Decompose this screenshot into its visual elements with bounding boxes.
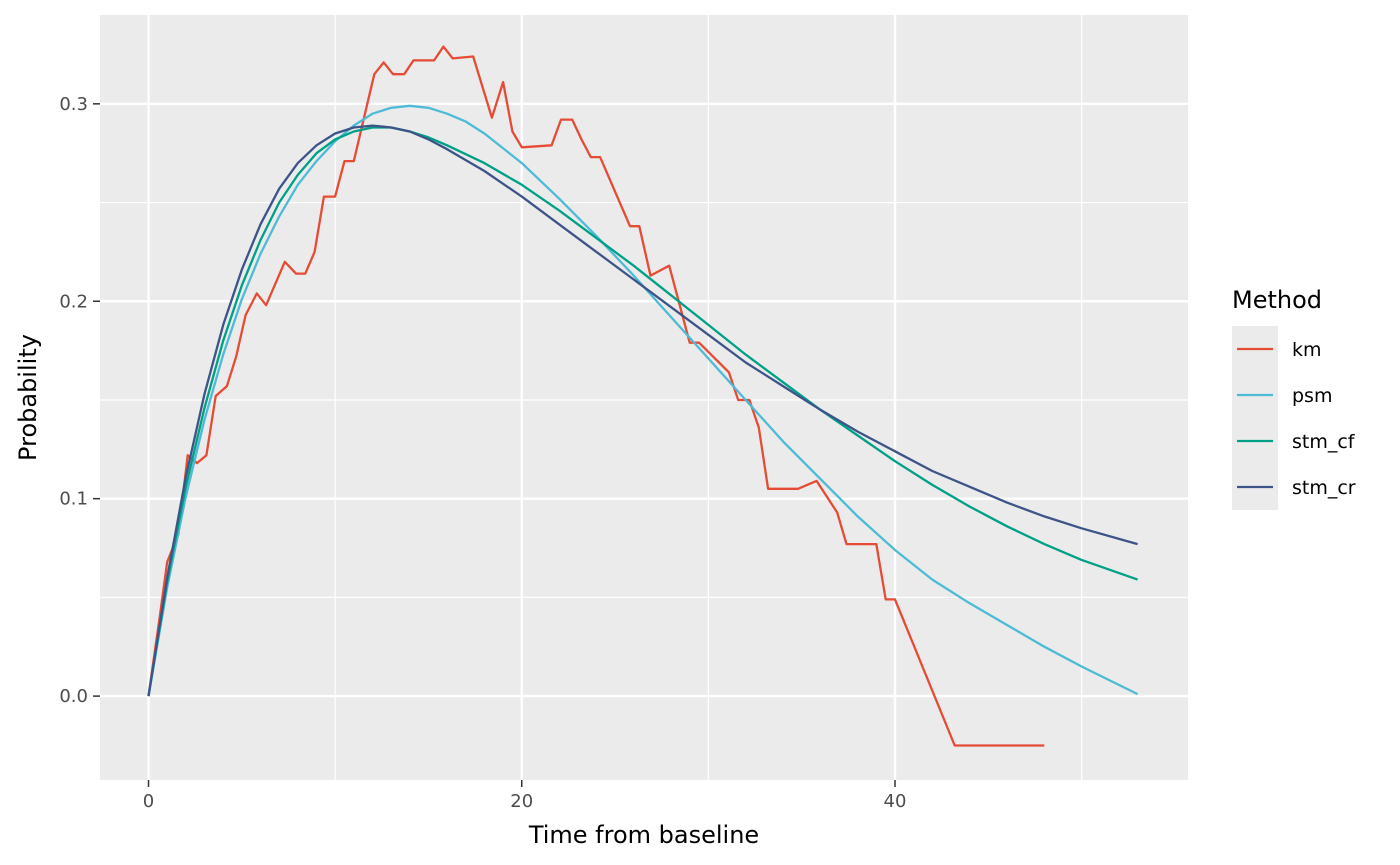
legend-item-psm: psm [1237, 385, 1332, 407]
y-tick-label: 0.1 [59, 489, 88, 510]
legend-item-stm_cf: stm_cf [1237, 431, 1356, 453]
y-axis: 0.0 0.1 0.2 0.3 [59, 94, 100, 707]
legend-title: Method [1232, 286, 1322, 314]
x-axis-title: Time from baseline [528, 821, 759, 849]
legend-item-km: km [1237, 339, 1322, 361]
y-tick-label: 0.3 [59, 94, 88, 115]
x-tick-label: 20 [510, 791, 533, 812]
x-axis: 0 20 40 [143, 780, 907, 812]
major-gridlines [100, 15, 1188, 780]
minor-gridlines [100, 15, 1188, 780]
plot-panel [100, 15, 1188, 780]
y-tick-label: 0.2 [59, 291, 88, 312]
y-axis-title: Probability [14, 334, 42, 461]
series-line-psm [147, 104, 1139, 697]
legend-label-stm_cf: stm_cf [1292, 431, 1356, 453]
legend-item-stm_cr: stm_cr [1237, 477, 1356, 499]
x-tick-label: 0 [143, 791, 154, 812]
legend-label-km: km [1292, 339, 1322, 361]
x-tick-label: 40 [884, 791, 907, 812]
legend: Method km psm stm_cf stm_cr [1232, 286, 1356, 510]
series-lines [147, 45, 1139, 747]
legend-label-stm_cr: stm_cr [1292, 477, 1356, 499]
legend-items: km psm stm_cf stm_cr [1237, 339, 1356, 499]
series-line-stm_cr [147, 124, 1138, 697]
y-tick-label: 0.0 [59, 686, 88, 707]
series-line-stm_cf [147, 126, 1138, 697]
legend-label-psm: psm [1292, 385, 1332, 407]
legend-keys-background [1232, 326, 1278, 510]
series-line-km [147, 45, 1045, 747]
